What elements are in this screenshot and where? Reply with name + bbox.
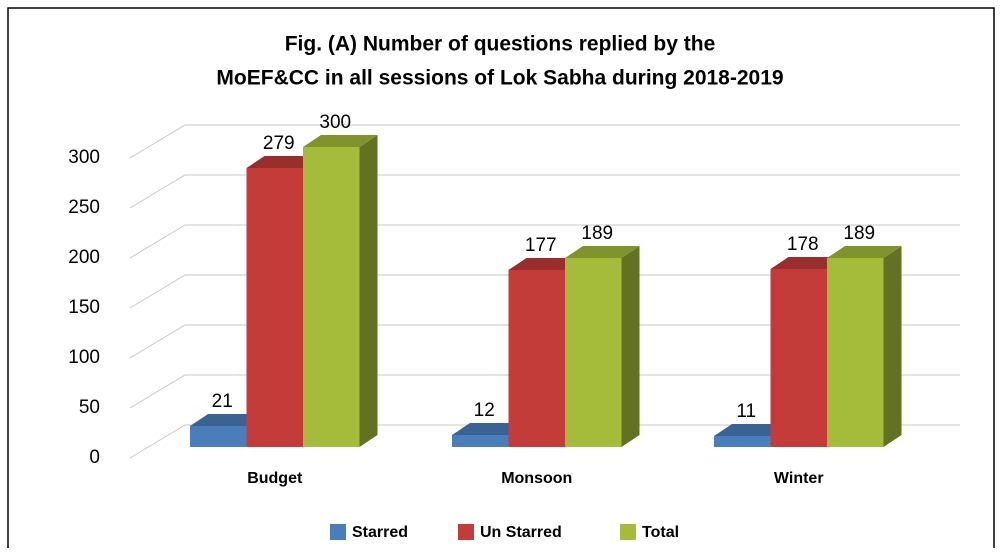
- bar-top: [827, 246, 902, 258]
- y-tick-label: 50: [79, 397, 100, 418]
- grid-line: [129, 424, 960, 459]
- grid-line: [129, 374, 960, 409]
- chart-title: Fig. (A) Number of questions replied by …: [285, 33, 716, 56]
- grid-line: [129, 274, 960, 309]
- bar-front: [303, 147, 360, 447]
- x-tick-label: Budget: [247, 470, 303, 487]
- bar-top: [714, 424, 789, 436]
- bar-top: [303, 135, 378, 147]
- bar-front: [827, 258, 884, 447]
- grid-line: [129, 124, 960, 159]
- bar-front: [190, 426, 247, 447]
- value-label: 21: [212, 391, 233, 412]
- bar-side: [621, 246, 640, 447]
- x-tick-label: Winter: [774, 470, 824, 487]
- bar-top: [508, 258, 583, 270]
- y-tick-label: 0: [89, 447, 100, 468]
- chart-subtitle: MoEF&CC in all sessions of Lok Sabha dur…: [216, 67, 783, 90]
- value-label: 189: [581, 223, 613, 244]
- grid-line: [129, 324, 960, 359]
- bar-front: [508, 270, 565, 447]
- legend-swatch: [620, 524, 636, 540]
- bar: [827, 246, 902, 447]
- legend-swatch: [458, 524, 474, 540]
- value-label: 177: [525, 235, 557, 256]
- legend-swatch: [330, 524, 346, 540]
- bar-side: [359, 135, 378, 447]
- value-label: 300: [319, 112, 351, 133]
- grid-line: [129, 174, 960, 209]
- value-label: 11: [736, 401, 756, 422]
- grid-line: [129, 224, 960, 259]
- bar: [303, 135, 378, 447]
- bar-front: [770, 269, 827, 447]
- bar-front: [246, 168, 303, 447]
- bar-top: [452, 423, 527, 435]
- y-tick-label: 150: [68, 297, 100, 318]
- bar-front: [565, 258, 622, 447]
- legend-label: Total: [642, 524, 679, 541]
- bar-top: [190, 414, 265, 426]
- y-tick-label: 300: [68, 147, 100, 168]
- bar-front: [452, 435, 509, 447]
- legend-label: Starred: [352, 524, 408, 541]
- x-tick-label: Monsoon: [501, 470, 572, 487]
- bar-side: [883, 246, 902, 447]
- y-tick-label: 250: [68, 197, 100, 218]
- bar-top: [770, 257, 845, 269]
- bar-front: [714, 436, 771, 447]
- bar-top: [565, 246, 640, 258]
- legend-label: Un Starred: [480, 524, 562, 541]
- value-label: 12: [474, 400, 495, 421]
- y-tick-label: 100: [68, 347, 100, 368]
- value-label: 189: [843, 223, 875, 244]
- bar-top: [246, 156, 321, 168]
- value-label: 178: [787, 234, 819, 255]
- value-label: 279: [263, 133, 295, 154]
- y-tick-label: 200: [68, 247, 100, 268]
- bar: [565, 246, 640, 447]
